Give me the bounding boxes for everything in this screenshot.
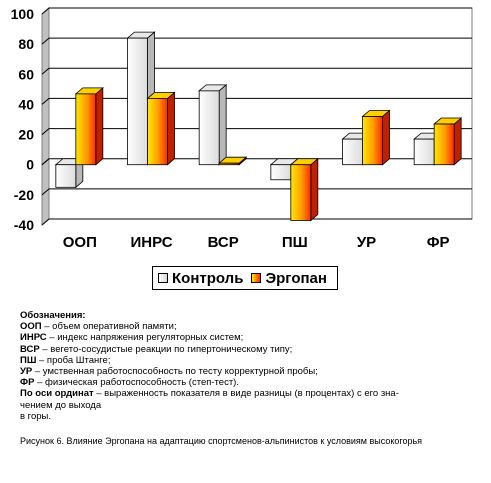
- back-wall: [48, 7, 473, 220]
- x-tick-label: УР: [357, 234, 376, 251]
- notes-line: ВСР – вегето-сосудистые реакции по гипер…: [20, 344, 488, 355]
- bar-ergopan: [74, 87, 104, 166]
- notes-line: УР – умственная работоспособность по тес…: [20, 366, 488, 377]
- bars: [54, 31, 463, 222]
- legend: Контроль Эргопан: [152, 266, 338, 290]
- bar-front: [342, 138, 363, 166]
- x-tick-label: ВСР: [208, 234, 239, 251]
- notes: Обозначения: ООП – объем оперативной пам…: [20, 310, 488, 422]
- bar-front: [290, 164, 312, 221]
- notes-continuation-1: чением до выхода: [20, 399, 102, 411]
- gridline: [41, 128, 472, 135]
- bar-front: [147, 98, 168, 166]
- bar-front: [433, 123, 455, 166]
- notes-continuation-2: в горы.: [20, 410, 51, 422]
- notes-line: ФР – физическая работоспособность (степ-…: [20, 377, 488, 388]
- bar-front: [413, 138, 435, 166]
- notes-term: По оси ординат: [20, 388, 94, 400]
- gridline: [41, 97, 472, 105]
- gridline: [41, 37, 472, 45]
- gridline: [41, 67, 472, 75]
- x-tick-label: ООП: [63, 234, 97, 251]
- bar-front: [75, 93, 97, 166]
- legend-label-ergopan: Эргопан: [265, 269, 327, 287]
- notes-term: ИНРС: [20, 332, 47, 344]
- x-tick-label: ИНРС: [130, 234, 172, 251]
- figure-caption: Рисунок 6. Влияние Эргопана на адаптацию…: [20, 436, 423, 446]
- y-tick-label: 0: [26, 157, 34, 173]
- notes-text: – проба Штанге;: [36, 354, 111, 366]
- notes-text: – физическая работоспособность (степ-тес…: [34, 377, 239, 389]
- bar-front: [127, 37, 148, 166]
- bar-side: [453, 117, 462, 166]
- notes-text: – вегето-сосудистые реакции по гипертони…: [39, 343, 293, 355]
- notes-text: – выраженность показателя в виде разницы…: [93, 388, 399, 400]
- bar-side: [310, 157, 319, 222]
- notes-line: ООП – объем оперативной памяти;: [20, 321, 488, 332]
- legend-swatch-ergopan: [251, 273, 262, 283]
- zero-line: [41, 158, 50, 166]
- notes-text: – индекс напряжения регуляторных систем;: [46, 332, 244, 344]
- bar-ergopan: [146, 91, 176, 166]
- bar-ergopan: [289, 157, 319, 222]
- bar-chart: 100 80 60 40 20 0 -20 -40 ООП ИНРС ВСР ПШ УР ФР: [11, 6, 473, 251]
- gridline: [41, 7, 472, 15]
- notes-line: ПШ – проба Штанге;: [20, 355, 488, 366]
- legend-label-control: Контроль: [172, 269, 244, 287]
- y-tick-label: -40: [14, 217, 34, 233]
- bar-front: [270, 164, 292, 181]
- notes-term: ФР: [20, 377, 35, 389]
- bar-side: [218, 83, 227, 166]
- legend-item-ergopan: Эргопан: [251, 270, 327, 287]
- notes-text: – объем оперативной памяти;: [41, 321, 177, 333]
- y-tick-label: 20: [18, 127, 34, 143]
- x-tick-label: ПШ: [282, 234, 308, 251]
- bar-front: [362, 116, 383, 166]
- bar-side: [382, 109, 390, 166]
- y-tick-label: 100: [11, 6, 35, 22]
- plot-background: [41, 6, 473, 227]
- bar-ergopan: [218, 156, 248, 166]
- notes-term: ВСР: [20, 343, 40, 355]
- x-axis: ООП ИНРС ВСР ПШ УР ФР: [63, 234, 450, 251]
- notes-term: ПШ: [20, 354, 37, 366]
- notes-title: Обозначения:: [20, 310, 86, 321]
- bar-ergopan: [433, 117, 463, 166]
- y-axis: 100 80 60 40 20 0 -20 -40: [11, 6, 35, 233]
- bar-front: [218, 162, 240, 166]
- x-tick-label: ФР: [427, 234, 450, 251]
- y-tick-label: -20: [14, 187, 34, 203]
- notes-line: По оси ординат – выраженность показателя…: [20, 388, 488, 399]
- bar-side: [95, 87, 104, 166]
- y-tick-label: 80: [18, 36, 34, 52]
- bar-side: [167, 91, 175, 166]
- bar-front: [198, 90, 220, 166]
- legend-item-control: Контроль: [158, 270, 243, 287]
- notes-term: УР: [20, 366, 33, 378]
- bar-ergopan: [361, 109, 391, 166]
- gridline: [41, 188, 472, 196]
- gridline: [41, 218, 472, 226]
- y-tick-label: 60: [18, 66, 34, 82]
- notes-term: ООП: [20, 321, 42, 333]
- notes-line: ИНРС – индекс напряжения регуляторных си…: [20, 332, 488, 343]
- notes-text: – умственная работоспособность по тесту …: [32, 366, 318, 378]
- gridlines: [41, 7, 472, 226]
- bar-front: [55, 164, 77, 188]
- notes-lines: ООП – объем оперативной памяти; ИНРС – ин…: [20, 321, 488, 399]
- bar-control: [198, 83, 228, 166]
- legend-swatch-control: [158, 273, 168, 283]
- y-tick-label: 40: [18, 96, 34, 112]
